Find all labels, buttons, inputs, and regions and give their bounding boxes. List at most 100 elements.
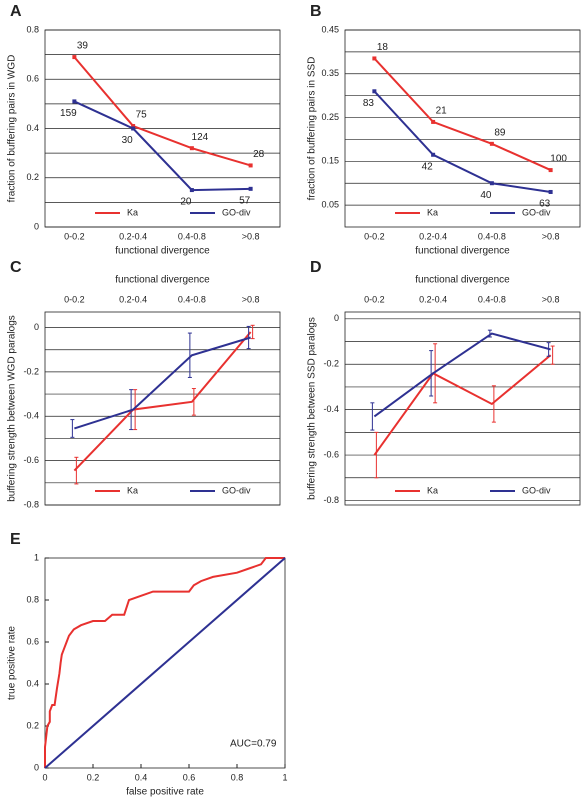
count-label: 28 <box>253 149 265 160</box>
x-axis-title: false positive rate <box>126 787 204 798</box>
point <box>548 168 553 173</box>
count-label: 39 <box>77 41 89 52</box>
y-tick-label: 0.05 <box>321 199 339 209</box>
point <box>431 152 436 157</box>
x-axis-title: functional divergence <box>415 246 510 257</box>
y-tick-label: -0.8 <box>23 499 39 509</box>
x-tick-label: 0-0.2 <box>364 294 385 304</box>
y-axis-title: buffering strength between SSD paralogs <box>307 317 318 500</box>
point <box>431 119 436 124</box>
y-tick-label: -0.2 <box>323 359 339 369</box>
legend-label: Ka <box>427 207 438 217</box>
y-tick-label: 0 <box>34 762 39 772</box>
series-line <box>373 57 552 172</box>
x-tick-label: 0.4-0.8 <box>478 294 506 304</box>
roc-line <box>44 557 286 769</box>
x-tick-label: 0-0.2 <box>364 231 385 241</box>
x-tick-label: 0.8 <box>231 772 244 782</box>
y-axis-title: buffering strength between WGD paralogs <box>7 315 18 502</box>
count-label: 63 <box>539 199 551 210</box>
x-tick-label: 0.4-0.8 <box>178 294 206 304</box>
panel-letter: E <box>10 531 21 548</box>
count-label: 75 <box>136 110 148 121</box>
y-tick-label: -0.4 <box>323 404 339 414</box>
series-line <box>373 332 551 418</box>
legend-label: GO-div <box>522 485 551 495</box>
series-line <box>73 56 251 167</box>
x-tick-label: 0-0.2 <box>64 294 85 304</box>
point <box>248 186 253 191</box>
panel-letter: A <box>10 3 22 20</box>
y-tick-label: -0.2 <box>23 366 39 376</box>
y-tick-label: 0.4 <box>26 123 39 133</box>
x-tick-label: 0.6 <box>183 772 196 782</box>
count-label: 18 <box>377 42 389 53</box>
point <box>189 188 194 193</box>
point <box>489 141 494 146</box>
point <box>372 89 377 94</box>
roc-line <box>44 557 285 768</box>
count-label: 42 <box>422 161 434 172</box>
x-axis-title: functional divergence <box>115 246 210 257</box>
y-tick-label: 0.2 <box>26 720 39 730</box>
y-tick-label: -0.6 <box>23 455 39 465</box>
count-label: 40 <box>480 190 492 201</box>
y-tick-label: 0.25 <box>321 112 339 122</box>
y-axis-title: true positive rate <box>7 626 18 700</box>
series-line <box>373 354 552 456</box>
plot-frame <box>344 29 581 228</box>
count-label: 20 <box>180 197 192 208</box>
y-tick-label: -0.4 <box>23 411 39 421</box>
x-tick-label: 0.2-0.4 <box>119 231 147 241</box>
count-label: 30 <box>122 135 134 146</box>
panel-letter: B <box>310 3 322 20</box>
panel-letter: C <box>10 259 22 276</box>
y-tick-label: 0.15 <box>321 156 339 166</box>
point <box>131 126 136 131</box>
legend-label: GO-div <box>222 207 251 217</box>
legend-label: Ka <box>427 485 438 495</box>
y-tick-label: 0.2 <box>26 172 39 182</box>
x-tick-label: >0.8 <box>542 294 560 304</box>
x-tick-label: 0.2 <box>87 772 100 782</box>
x-tick-label: 0.4-0.8 <box>178 231 206 241</box>
point <box>131 124 136 129</box>
y-tick-label: 0.45 <box>321 24 339 34</box>
plot-frame <box>344 311 581 506</box>
point <box>248 163 253 168</box>
y-axis-title: fraction of buffering pairs in SSD <box>307 57 318 201</box>
count-label: 57 <box>239 195 251 206</box>
x-tick-label: >0.8 <box>542 231 560 241</box>
legend-label: Ka <box>127 485 138 495</box>
y-tick-label: 0 <box>34 322 39 332</box>
plot-frame <box>44 311 281 506</box>
annotation: AUC=0.79 <box>230 739 277 750</box>
y-tick-label: 0 <box>334 313 339 323</box>
plot-frame <box>44 29 281 228</box>
point <box>72 99 77 104</box>
x-axis-title: functional divergence <box>115 275 210 286</box>
x-tick-label: 0 <box>42 772 47 782</box>
y-tick-label: 0.8 <box>26 594 39 604</box>
x-tick-label: 0.4-0.8 <box>478 231 506 241</box>
count-label: 83 <box>363 98 375 109</box>
point <box>189 146 194 151</box>
series-line <box>73 100 251 192</box>
series-line <box>373 90 551 193</box>
x-tick-label: >0.8 <box>242 294 260 304</box>
plot-frame <box>44 557 286 769</box>
point <box>489 181 494 186</box>
y-tick-label: 0.6 <box>26 74 39 84</box>
y-tick-label: 0.4 <box>26 678 39 688</box>
x-tick-label: 0.2-0.4 <box>119 294 147 304</box>
x-tick-label: >0.8 <box>242 231 260 241</box>
panel-letter: D <box>310 259 322 276</box>
count-label: 89 <box>494 127 506 138</box>
y-tick-label: 0.8 <box>26 24 39 34</box>
y-tick-label: -0.6 <box>323 449 339 459</box>
point <box>72 55 77 60</box>
series-line <box>73 331 252 472</box>
legend-label: GO-div <box>222 485 251 495</box>
